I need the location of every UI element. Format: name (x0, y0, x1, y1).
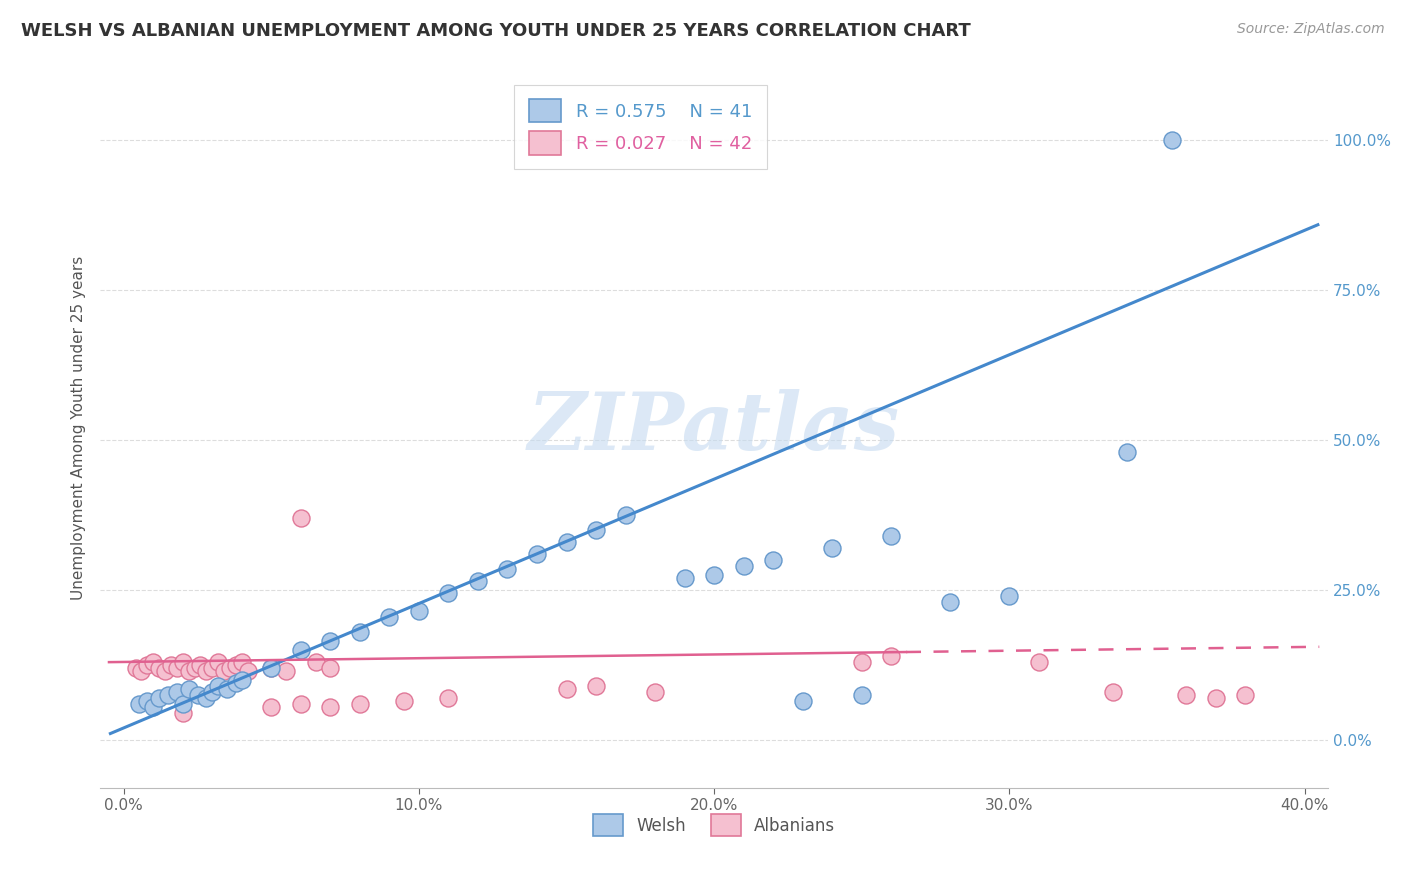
Point (172, 655, 194, 669)
Point (187, 688, 209, 702)
Point (319, 700, 342, 714)
Point (437, 586, 460, 600)
Point (585, 679, 607, 693)
Point (349, 697, 371, 711)
Point (437, 690, 460, 705)
Point (526, 547, 548, 561)
Point (190, 657, 212, 672)
Point (124, 661, 146, 675)
Point (408, 604, 430, 618)
Point (166, 661, 188, 675)
Point (231, 673, 253, 687)
Point (260, 700, 283, 714)
Point (136, 657, 159, 672)
Point (644, 685, 666, 699)
Point (177, 681, 200, 696)
Point (319, 661, 342, 675)
Point (1234, 688, 1257, 702)
Point (131, 664, 153, 678)
Legend: Welsh, Albanians: Welsh, Albanians (585, 806, 844, 844)
Point (201, 661, 224, 675)
Point (153, 664, 176, 678)
Point (207, 655, 229, 669)
Point (585, 523, 607, 537)
Point (792, 694, 814, 708)
Point (851, 688, 873, 702)
Point (172, 706, 194, 720)
Point (467, 574, 489, 588)
Point (1116, 445, 1139, 459)
Point (212, 664, 235, 678)
Point (215, 681, 238, 696)
Point (1205, 690, 1227, 705)
Point (260, 661, 283, 675)
Point (1028, 655, 1050, 669)
Text: WELSH VS ALBANIAN UNEMPLOYMENT AMONG YOUTH UNDER 25 YEARS CORRELATION CHART: WELSH VS ALBANIAN UNEMPLOYMENT AMONG YOU… (21, 22, 970, 40)
Point (703, 568, 725, 582)
Point (1101, 685, 1123, 699)
Point (195, 664, 218, 678)
Point (225, 676, 247, 690)
Text: Source: ZipAtlas.com: Source: ZipAtlas.com (1237, 22, 1385, 37)
Point (290, 643, 312, 657)
Point (378, 610, 401, 624)
Point (136, 694, 159, 708)
Point (207, 679, 229, 693)
Point (762, 553, 785, 567)
Point (851, 655, 873, 669)
Point (880, 529, 903, 543)
Point (260, 661, 283, 675)
Point (172, 697, 194, 711)
Point (821, 541, 844, 555)
Point (880, 648, 903, 663)
Point (160, 657, 183, 672)
Point (157, 688, 180, 702)
Point (555, 535, 578, 549)
Point (201, 685, 224, 699)
Point (148, 690, 170, 705)
Point (128, 697, 150, 711)
Point (274, 664, 297, 678)
Point (1175, 688, 1198, 702)
Point (319, 634, 342, 648)
Point (496, 562, 519, 576)
Point (998, 589, 1021, 603)
Y-axis label: Unemployment Among Youth under 25 years: Unemployment Among Youth under 25 years (72, 256, 86, 600)
Point (183, 661, 205, 675)
Point (225, 657, 247, 672)
Point (304, 655, 326, 669)
Point (349, 625, 371, 640)
Point (236, 664, 259, 678)
Point (142, 655, 165, 669)
Point (733, 559, 755, 574)
Point (231, 655, 253, 669)
Point (290, 511, 312, 525)
Point (614, 508, 637, 522)
Point (939, 595, 962, 609)
Point (392, 694, 415, 708)
Point (142, 700, 165, 714)
Point (148, 661, 170, 675)
Point (177, 664, 200, 678)
Point (195, 690, 218, 705)
Point (219, 661, 242, 675)
Text: ZIPatlas: ZIPatlas (529, 390, 900, 467)
Point (555, 681, 578, 696)
Point (1160, 133, 1182, 147)
Point (290, 697, 312, 711)
Point (166, 685, 188, 699)
Point (673, 571, 696, 585)
